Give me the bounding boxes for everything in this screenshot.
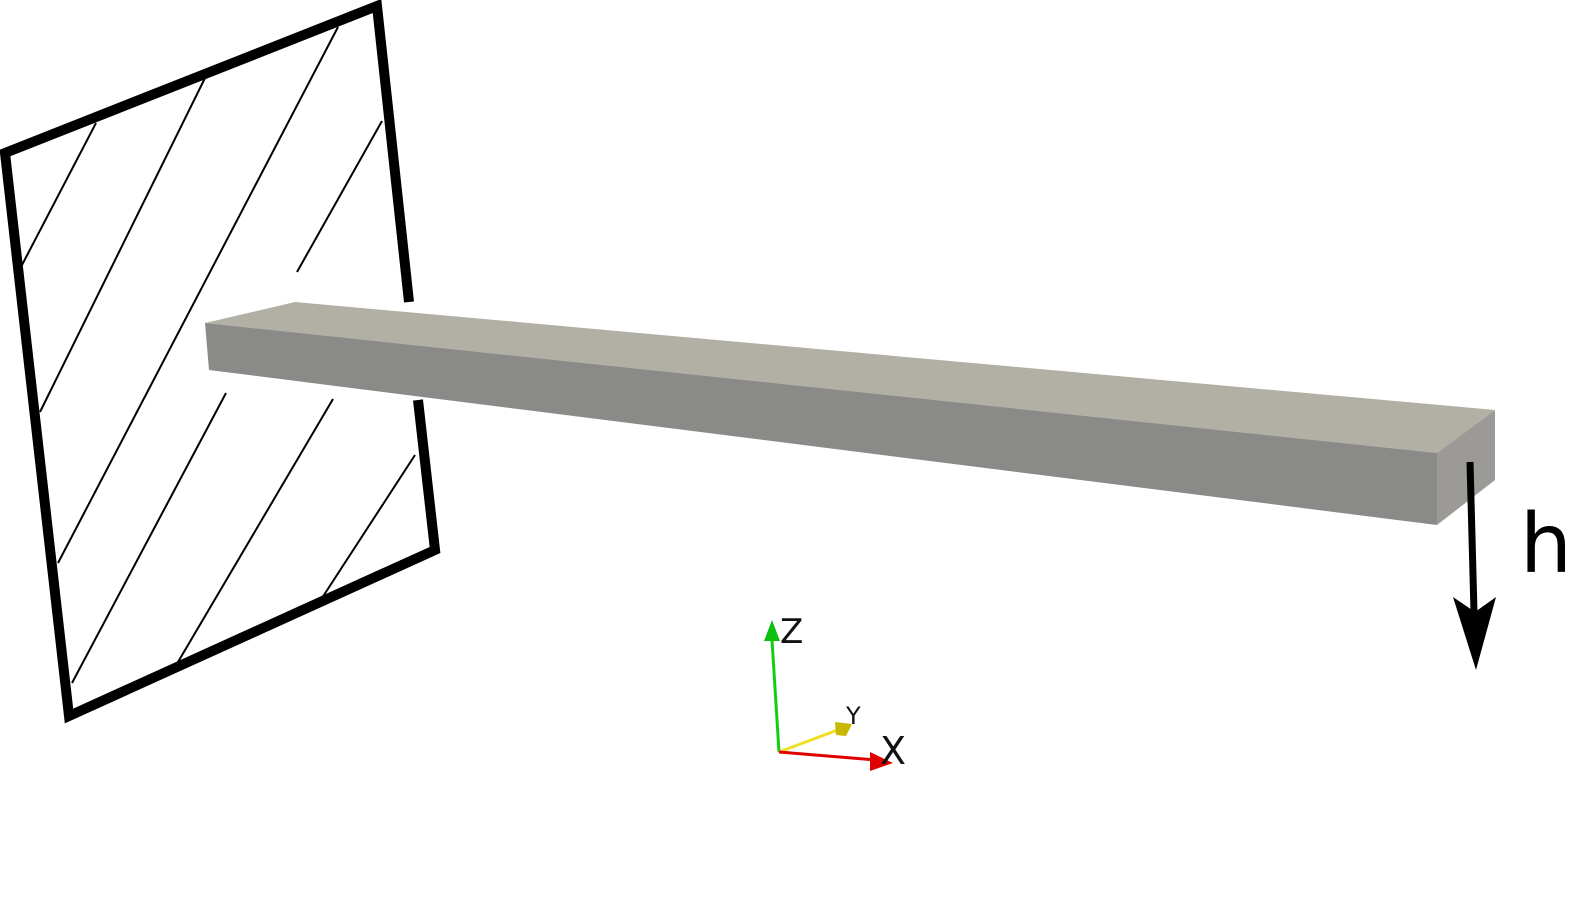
y-axis-label: Y — [845, 702, 861, 730]
beam-end-face — [1437, 410, 1495, 525]
y-axis-arrowhead — [835, 722, 852, 736]
y-axis-line — [778, 726, 844, 754]
beam — [205, 302, 1495, 525]
axes-triad: Z Y X — [764, 612, 906, 773]
wall-outline — [0, 0, 441, 724]
z-axis-line — [770, 639, 781, 753]
beam-top-face — [205, 302, 1495, 453]
fixed-support-wall — [0, 0, 441, 724]
beam-side-face — [205, 323, 1437, 525]
wall-hatching — [21, 26, 416, 684]
x-axis-arrowhead — [870, 752, 893, 771]
z-axis-arrowhead — [764, 620, 780, 641]
x-axis-line — [778, 750, 877, 762]
load-label: h — [1520, 497, 1572, 592]
x-axis-label: X — [880, 729, 906, 773]
load-arrow-icon — [1453, 461, 1496, 670]
z-axis-label: Z — [780, 612, 803, 652]
